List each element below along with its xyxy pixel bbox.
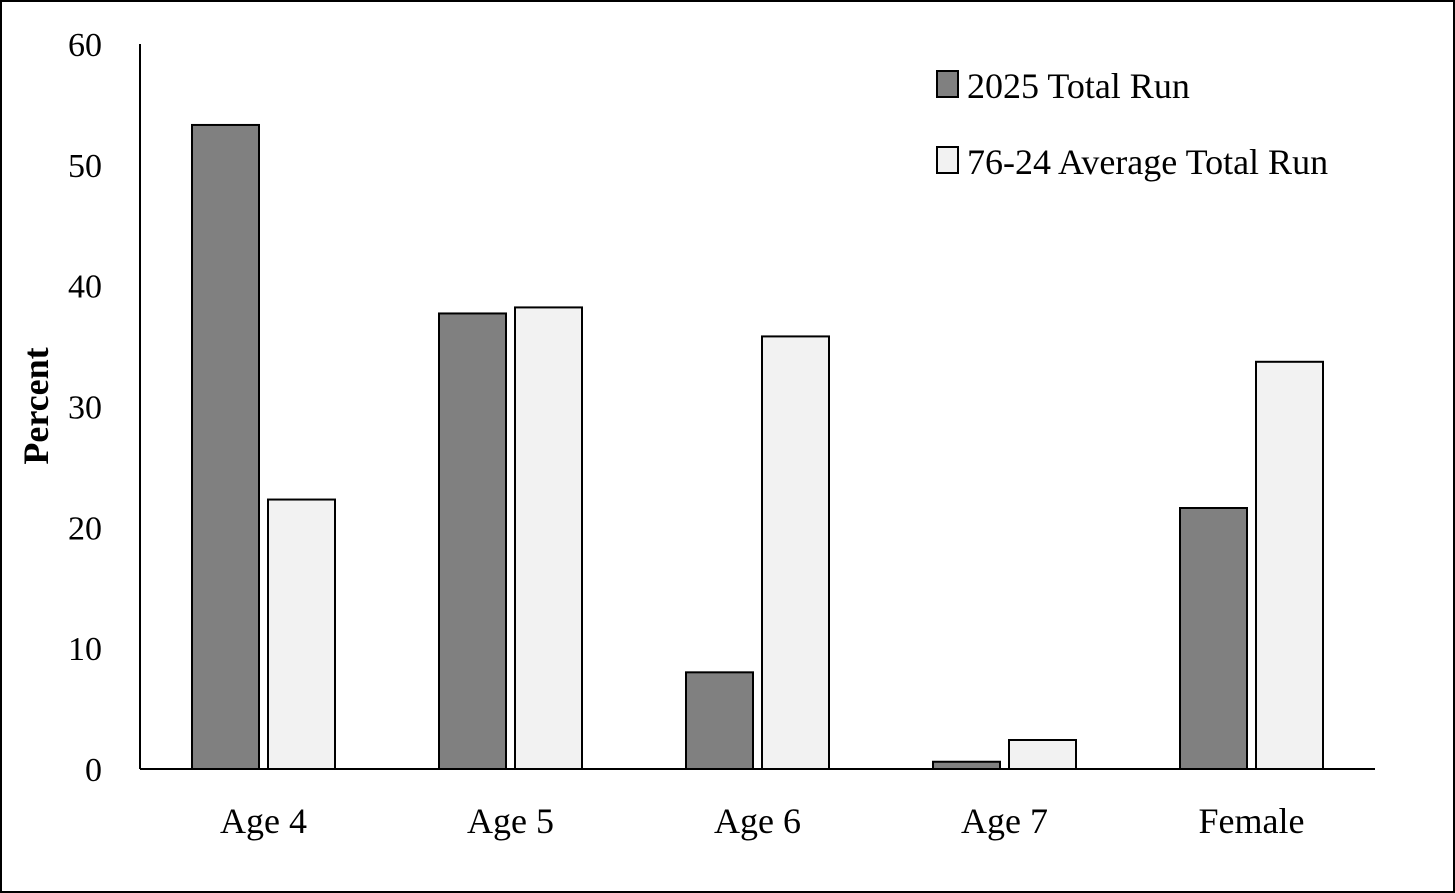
x-axis-labels: Age 4 Age 5 Age 6 Age 7 Female	[220, 801, 1304, 841]
y-axis-ticks: 0 10 20 30 40 50 60	[68, 27, 102, 789]
legend: 2025 Total Run 76-24 Average Total Run	[936, 66, 1328, 182]
bar-series2	[1255, 360, 1324, 770]
bar-series2	[267, 498, 336, 770]
y-tick-label: 40	[68, 269, 102, 306]
bar-series1	[685, 671, 754, 770]
bar-series1	[191, 123, 260, 771]
bar-series1	[1179, 507, 1248, 770]
bar-series2	[1008, 739, 1077, 770]
legend-swatch	[936, 146, 959, 174]
x-tick-label: Age 4	[220, 801, 307, 841]
x-tick-label: Age 5	[467, 801, 554, 841]
y-tick-label: 50	[68, 148, 102, 185]
legend-swatch	[936, 70, 959, 98]
y-tick-label: 60	[68, 27, 102, 64]
x-tick-label: Age 6	[714, 801, 801, 841]
legend-label: 2025 Total Run	[967, 66, 1190, 106]
bars	[191, 123, 1324, 771]
bar-series1	[438, 312, 507, 770]
legend-label: 76-24 Average Total Run	[967, 142, 1328, 182]
x-tick-label: Female	[1199, 801, 1305, 841]
x-tick-label: Age 7	[961, 801, 1048, 841]
bar-series2	[514, 306, 583, 770]
y-tick-label: 20	[68, 510, 102, 547]
y-tick-label: 0	[85, 752, 102, 789]
bar-series1	[932, 760, 1001, 770]
y-axis-label: Percent	[16, 347, 56, 464]
bar-series2	[761, 335, 830, 770]
y-tick-label: 30	[68, 390, 102, 427]
axes	[139, 44, 1375, 770]
y-tick-label: 10	[68, 631, 102, 668]
